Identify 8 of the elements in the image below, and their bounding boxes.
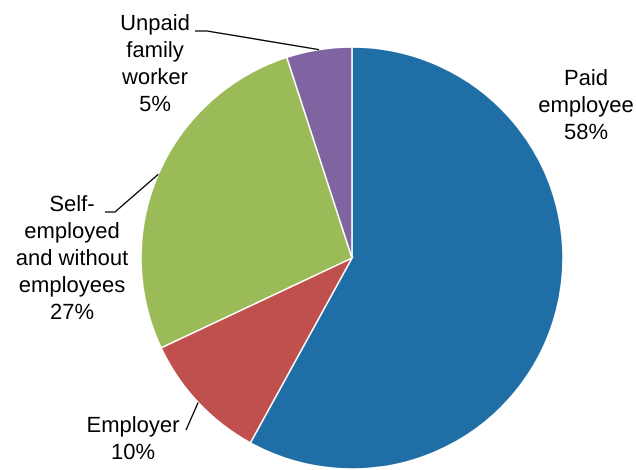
data-label: 58% [564,118,608,144]
slice-label: Unpaid family worker [120,10,190,88]
slice-label: Paid employee [538,64,634,116]
data-label: 10% [110,438,156,464]
slice-label: Employer [86,412,180,436]
data-label: 27% [50,298,94,324]
data-label: 5% [139,90,171,116]
slice-label: Self-employed and without employees [16,190,128,296]
